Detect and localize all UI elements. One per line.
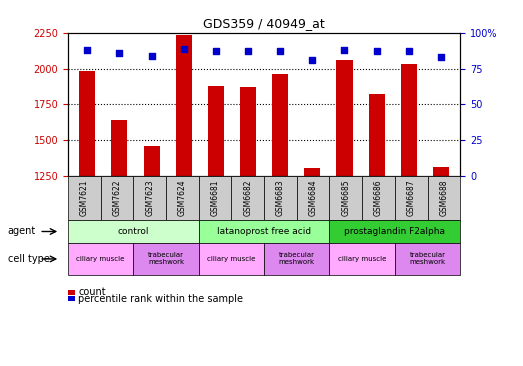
Text: count: count: [78, 287, 106, 298]
Text: GSM7622: GSM7622: [112, 179, 121, 216]
Point: [437, 54, 445, 60]
Point: [244, 49, 252, 55]
Text: control: control: [118, 227, 149, 236]
Bar: [111, 120, 128, 176]
Text: GSM7624: GSM7624: [178, 179, 187, 216]
Point: [212, 49, 220, 55]
Text: latanoprost free acid: latanoprost free acid: [217, 227, 311, 236]
Bar: [272, 74, 288, 176]
Text: ciliary muscle: ciliary muscle: [338, 256, 386, 262]
Point: [147, 53, 156, 59]
Point: [83, 47, 92, 53]
Text: trabecular
meshwork: trabecular meshwork: [410, 253, 446, 265]
Bar: [336, 60, 353, 176]
Text: GSM6682: GSM6682: [243, 179, 252, 216]
Text: GSM6684: GSM6684: [309, 179, 317, 216]
Text: prostaglandin F2alpha: prostaglandin F2alpha: [344, 227, 446, 236]
Text: ciliary muscle: ciliary muscle: [207, 256, 256, 262]
Text: trabecular
meshwork: trabecular meshwork: [148, 253, 184, 265]
Bar: [433, 167, 449, 176]
Text: GSM6687: GSM6687: [407, 179, 416, 216]
Title: GDS359 / 40949_at: GDS359 / 40949_at: [203, 17, 325, 30]
Text: ciliary muscle: ciliary muscle: [76, 256, 125, 262]
Point: [276, 49, 285, 55]
Text: cell type: cell type: [8, 254, 50, 264]
Text: GSM6688: GSM6688: [439, 179, 448, 216]
Text: GSM7621: GSM7621: [80, 179, 89, 216]
Point: [372, 49, 381, 55]
Bar: [176, 35, 192, 176]
Bar: [240, 87, 256, 176]
Bar: [401, 64, 417, 176]
Text: agent: agent: [8, 227, 36, 236]
Bar: [79, 71, 95, 176]
Text: GSM6685: GSM6685: [342, 179, 350, 216]
Point: [115, 50, 123, 56]
Point: [308, 57, 316, 63]
Bar: [369, 94, 385, 176]
Bar: [208, 86, 224, 176]
Point: [405, 49, 413, 55]
Text: percentile rank within the sample: percentile rank within the sample: [78, 294, 243, 304]
Bar: [143, 146, 160, 176]
Text: GSM7623: GSM7623: [145, 179, 154, 216]
Point: [179, 46, 188, 52]
Point: [340, 47, 349, 53]
Text: GSM6686: GSM6686: [374, 179, 383, 216]
Bar: [304, 168, 321, 176]
Text: GSM6683: GSM6683: [276, 179, 285, 216]
Text: trabecular
meshwork: trabecular meshwork: [279, 253, 315, 265]
Text: GSM6681: GSM6681: [211, 179, 220, 216]
